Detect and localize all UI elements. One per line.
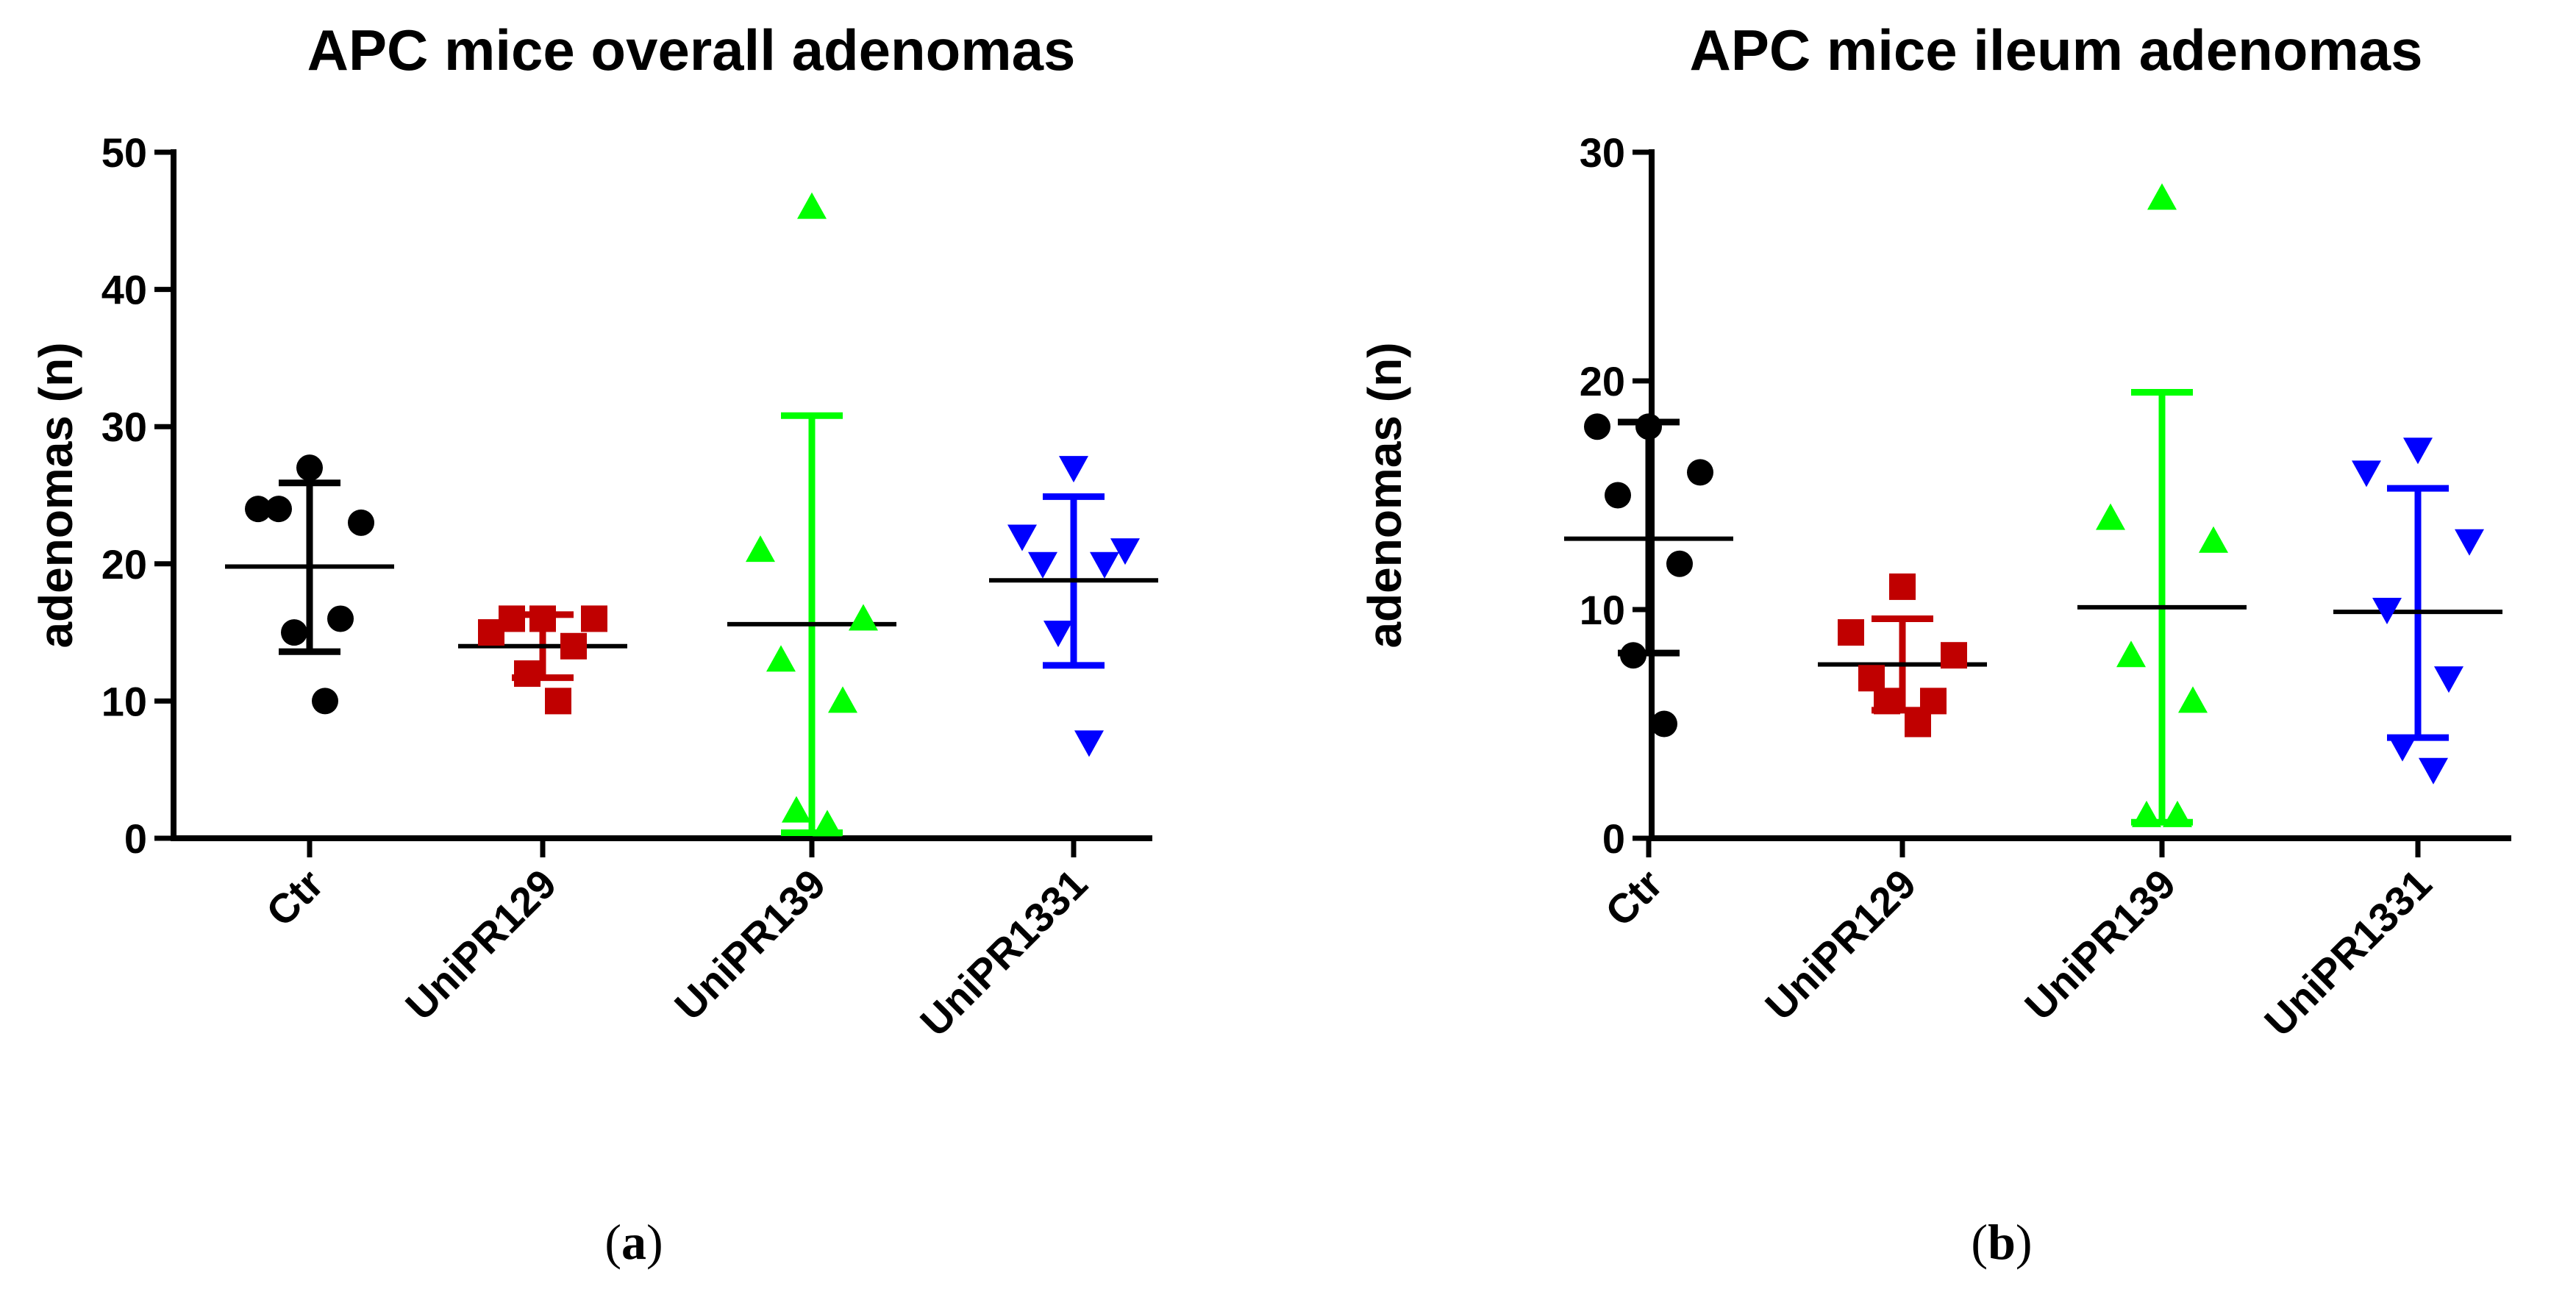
series-Ctr xyxy=(225,454,394,715)
data-point xyxy=(2163,800,2192,827)
data-point xyxy=(2419,757,2448,785)
x-tick-label: Ctr xyxy=(1596,860,1671,935)
x-tick-label: UniPR139 xyxy=(666,860,834,1029)
panel-caption: (a) xyxy=(604,1214,663,1270)
data-point xyxy=(1043,621,1073,648)
x-tick-label: Ctr xyxy=(257,860,332,935)
data-point xyxy=(1605,482,1631,509)
series-UniPR139 xyxy=(2077,183,2247,827)
y-tick-label: 30 xyxy=(101,404,147,450)
data-point xyxy=(2116,640,2146,668)
data-point xyxy=(1941,642,1967,669)
data-point xyxy=(1584,413,1610,440)
data-point xyxy=(797,192,827,219)
y-tick-label: 20 xyxy=(101,541,147,588)
data-point xyxy=(1074,730,1104,757)
y-tick-label: 0 xyxy=(1602,815,1625,862)
data-point xyxy=(529,605,556,632)
data-point xyxy=(1651,710,1677,738)
data-point xyxy=(2178,686,2208,713)
data-point xyxy=(1090,551,1119,579)
panel-a: APC mice overall adenomas adenomas (n) 0 10… xyxy=(29,18,1158,1270)
y-axis-label: adenomas (n) xyxy=(29,342,82,648)
data-point xyxy=(312,688,338,715)
data-point xyxy=(1110,538,1140,565)
data-point xyxy=(296,454,323,482)
data-point xyxy=(1687,459,1713,486)
series-UniPR1331 xyxy=(2333,438,2502,785)
series-UniPR139 xyxy=(727,192,896,837)
data-point xyxy=(1889,573,1916,600)
data-point xyxy=(545,688,571,715)
data-point xyxy=(2388,735,2417,762)
data-point xyxy=(1920,688,1947,715)
data-point xyxy=(1028,551,1057,579)
x-tick-label: UniPR139 xyxy=(2016,860,2184,1029)
data-point xyxy=(1874,688,1900,715)
data-point xyxy=(2455,529,2484,556)
panel-caption: (b) xyxy=(1971,1214,2032,1270)
series-UniPR1331 xyxy=(989,456,1158,757)
data-point xyxy=(2199,526,2228,553)
data-point xyxy=(2132,800,2161,827)
data-point xyxy=(581,605,607,632)
data-point xyxy=(265,496,292,523)
data-point xyxy=(499,605,525,632)
y-tick-label: 50 xyxy=(101,129,147,176)
data-point xyxy=(766,645,796,672)
data-point xyxy=(828,686,857,713)
x-tick-label: UniPR129 xyxy=(396,860,565,1029)
data-point xyxy=(782,796,811,823)
data-point xyxy=(2403,438,2433,465)
data-point xyxy=(2096,503,2125,530)
x-tick-label: UniPR1331 xyxy=(2255,860,2440,1045)
data-point xyxy=(813,810,842,837)
data-point xyxy=(849,604,878,631)
data-point xyxy=(327,605,354,632)
data-point xyxy=(1666,550,1693,577)
data-point xyxy=(245,496,271,523)
data-point xyxy=(1858,665,1885,692)
x-tick-label: UniPR1331 xyxy=(911,860,1096,1045)
data-point xyxy=(746,535,775,563)
panel-b: APC mice ileum adenomas adenomas (n) 0 10 20… xyxy=(1358,18,2511,1270)
y-tick-label: 10 xyxy=(101,678,147,724)
data-point xyxy=(2352,460,2381,488)
data-point xyxy=(1905,710,1931,738)
data-point xyxy=(514,660,540,688)
chart-title: APC mice overall adenomas xyxy=(307,18,1076,82)
series-Ctr xyxy=(1564,413,1733,738)
y-tick-label: 20 xyxy=(1580,358,1625,404)
data-point xyxy=(2434,666,2463,693)
y-tick-label: 40 xyxy=(101,267,147,313)
data-point xyxy=(1059,456,1088,483)
data-point xyxy=(281,619,307,646)
x-tick-label: UniPR129 xyxy=(1756,860,1924,1029)
data-point xyxy=(348,509,374,536)
data-point xyxy=(2372,598,2402,624)
y-axis-label: adenomas (n) xyxy=(1358,342,1411,648)
y-tick-label: 0 xyxy=(124,815,147,862)
data-point xyxy=(1007,524,1037,551)
y-tick-label: 10 xyxy=(1580,587,1625,633)
series-UniPR129 xyxy=(1818,573,1987,738)
chart-title: APC mice ileum adenomas xyxy=(1689,18,2422,82)
data-point xyxy=(1838,619,1864,646)
y-tick-label: 30 xyxy=(1580,129,1625,176)
data-point xyxy=(1620,642,1646,669)
data-point xyxy=(1635,413,1662,440)
data-point xyxy=(560,632,587,660)
data-point xyxy=(2147,183,2177,210)
series-UniPR129 xyxy=(458,605,627,715)
